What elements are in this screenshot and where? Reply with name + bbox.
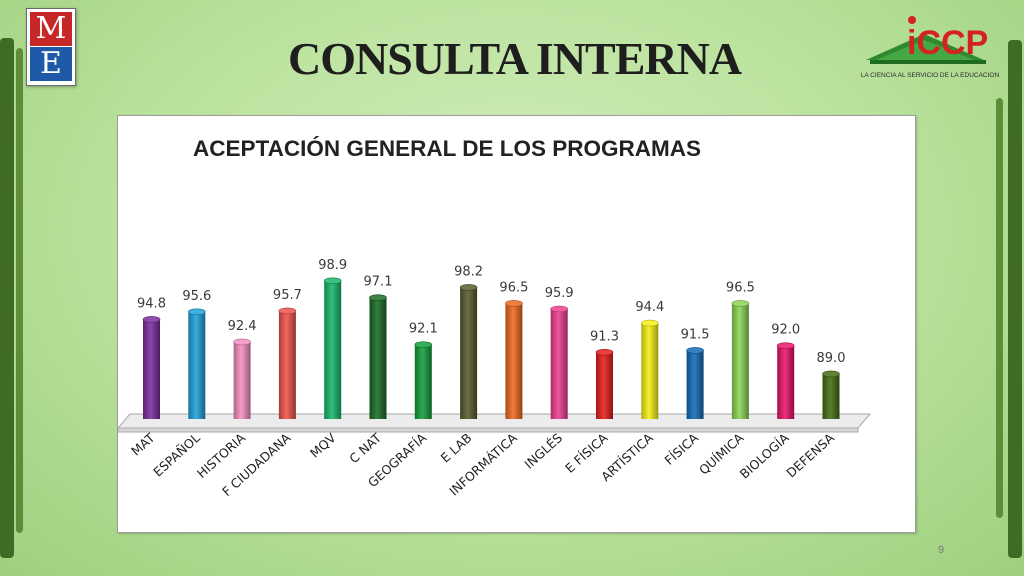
data-label-e-lab: 98.2 <box>454 264 483 279</box>
data-label-informatica: 96.5 <box>499 280 528 295</box>
bar-historia <box>233 341 251 419</box>
floor-front <box>118 427 859 433</box>
bar-top-e-fisica <box>595 349 614 356</box>
chart-panel: ACEPTACIÓN GENERAL DE LOS PROGRAMAS 94.8… <box>117 115 916 533</box>
bar-top-quimica <box>731 300 750 307</box>
bar-top-ingles <box>550 305 569 313</box>
iccp-tagline: LA CIENCIA AL SERVICIO DE LA EDUCACION <box>860 72 1000 79</box>
x-tick-biologia: BIOLOGÍA <box>737 430 792 482</box>
x-tick-defensa: DEFENSA <box>783 430 837 481</box>
chart-floor <box>118 413 872 433</box>
iccp-logo-text: iCCP <box>907 24 988 62</box>
x-tick-mat: MAT <box>128 430 158 459</box>
slide-title: CONSULTA INTERNA <box>288 33 742 84</box>
bar-f-ciudadana <box>278 310 296 419</box>
iccp-logo-mark: iCCP <box>866 16 988 64</box>
data-label-geografia: 92.1 <box>409 322 438 337</box>
me-logo-letter-m: M <box>30 12 72 46</box>
x-tick-mqv: MQV <box>307 430 339 461</box>
x-tick-c-nat: C NAT <box>346 430 384 466</box>
bar-mat <box>143 319 160 419</box>
data-label-f-ciudadana: 95.7 <box>273 288 302 303</box>
bar-espanol <box>188 311 206 419</box>
bar-ingles <box>550 309 568 419</box>
page-number: 9 <box>938 544 945 556</box>
bar-top-informatica <box>505 300 523 307</box>
left-decor-bar-outer <box>0 38 14 558</box>
x-tick-ingles: INGLÉS <box>521 430 565 472</box>
bar-fisica <box>686 350 704 419</box>
data-label-defensa: 89.0 <box>817 351 846 366</box>
bar-top-mqv <box>323 277 342 285</box>
iccp-logo: iCCP LA CIENCIA AL SERVICIO DE LA EDUCAC… <box>861 12 1002 84</box>
me-logo: M E <box>26 8 76 86</box>
x-tick-fisica: FÍSICA <box>662 430 702 468</box>
bar-top-fisica <box>686 347 704 354</box>
bar-c-nat <box>369 297 387 419</box>
bar-quimica <box>731 303 749 419</box>
data-label-ingles: 95.9 <box>545 286 574 301</box>
data-label-quimica: 96.5 <box>726 280 755 295</box>
data-label-espanol: 95.6 <box>182 289 211 304</box>
bar-top-defensa <box>822 370 840 378</box>
data-label-artistica: 94.4 <box>635 300 664 315</box>
chart-title: ACEPTACIÓN GENERAL DE LOS PROGRAMAS <box>193 136 701 161</box>
bar-series <box>142 277 840 419</box>
right-decor-bar-outer <box>1008 40 1022 558</box>
bar-informatica <box>505 303 523 419</box>
bar-top-mat <box>142 316 161 323</box>
left-decor-bar-inner <box>16 48 23 533</box>
bar-top-espanol <box>188 308 206 316</box>
data-label-mat: 94.8 <box>137 296 166 311</box>
bar-top-geografia <box>414 341 433 348</box>
bar-top-biologia <box>776 342 795 349</box>
bar-e-fisica <box>596 352 613 419</box>
bar-biologia <box>777 345 795 419</box>
bar-top-historia <box>233 338 251 346</box>
bar-artistica <box>641 323 659 419</box>
data-label-c-nat: 97.1 <box>364 275 393 290</box>
bar-geografia <box>414 344 432 419</box>
bar-top-f-ciudadana <box>278 307 297 315</box>
right-decor-bar-inner <box>996 98 1003 518</box>
x-tick-e-lab: E LAB <box>438 430 475 465</box>
data-label-e-fisica: 91.3 <box>590 329 619 344</box>
data-label-biologia: 92.0 <box>771 323 800 338</box>
me-logo-letter-e: E <box>30 47 72 81</box>
bar-top-e-lab <box>459 284 478 291</box>
bar-top-artistica <box>640 319 659 327</box>
bar-e-lab <box>460 287 478 419</box>
bar-defensa <box>822 373 840 419</box>
data-label-mqv: 98.9 <box>318 258 347 273</box>
bar-top-c-nat <box>369 294 387 301</box>
bar-chart: ACEPTACIÓN GENERAL DE LOS PROGRAMAS 94.8… <box>118 136 872 499</box>
data-label-fisica: 91.5 <box>681 327 710 342</box>
floor-top <box>118 413 872 429</box>
data-labels: 94.8 95.6 92.4 95.7 98.9 97.1 92.1 98.2 96.5 95.9… <box>137 258 845 366</box>
data-label-historia: 92.4 <box>228 319 257 334</box>
bar-mqv <box>324 280 342 419</box>
